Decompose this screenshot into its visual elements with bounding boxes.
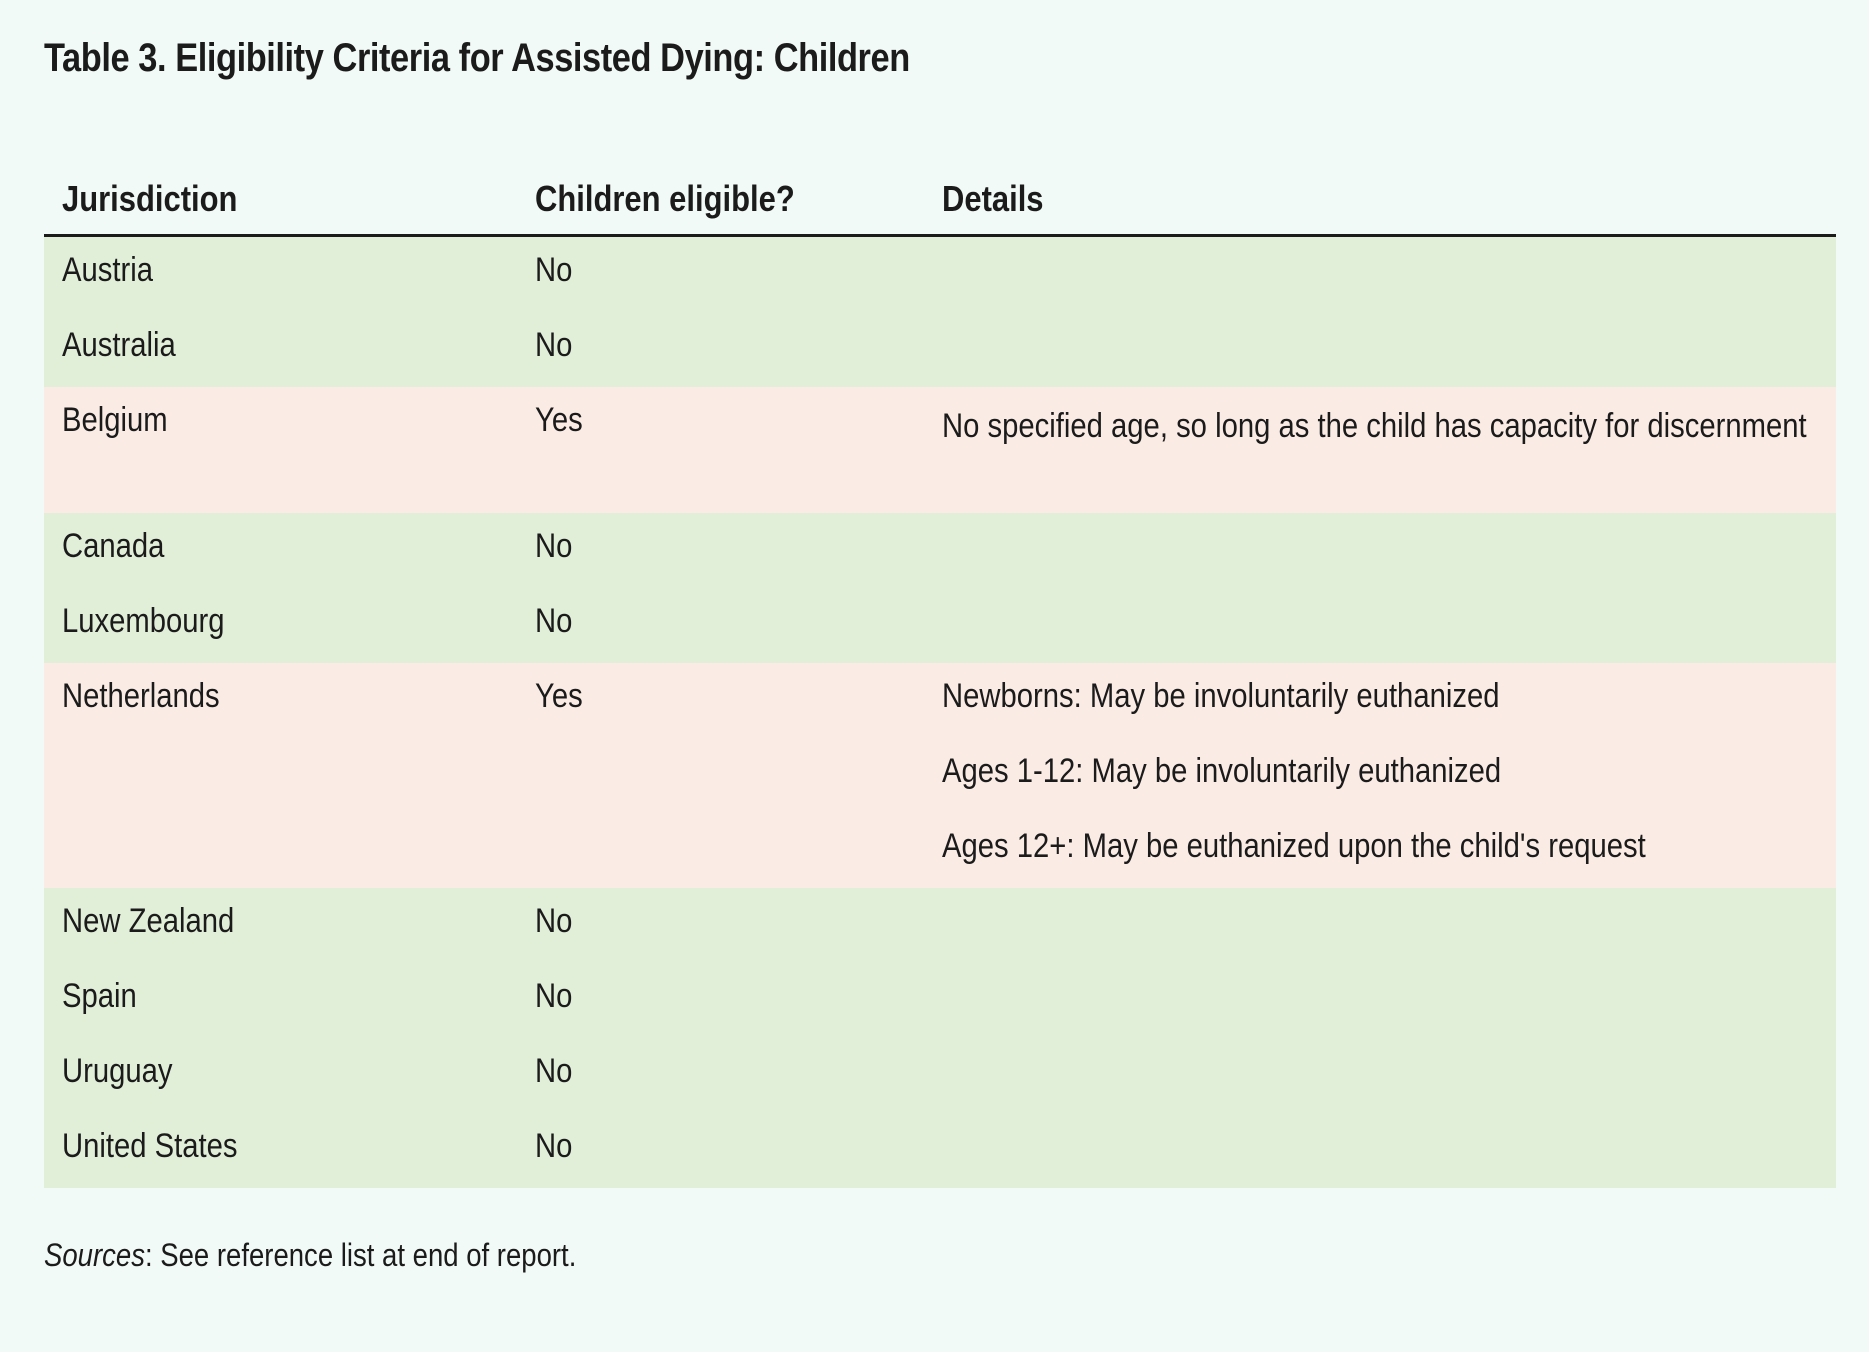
header-jurisdiction: Jurisdiction	[62, 178, 238, 219]
jurisdiction-cell: United States	[62, 1127, 238, 1165]
details-text: No specified age, so long as the child h…	[942, 407, 1807, 445]
eligible-cell: No	[535, 251, 573, 289]
details-cell: No specified age, so long as the child h…	[942, 401, 1822, 452]
table-row: Australia No	[44, 312, 1836, 387]
sources-label: Sources	[44, 1237, 145, 1273]
row-group: Austria No Australia No	[44, 237, 1836, 387]
jurisdiction-cell: Canada	[62, 527, 165, 565]
jurisdiction-cell: Austria	[62, 251, 154, 289]
sources-note: Sources: See reference list at end of re…	[44, 1237, 576, 1274]
eligible-cell: No	[535, 527, 573, 565]
table-row: Canada No	[44, 513, 1836, 588]
eligible-cell: No	[535, 602, 573, 640]
jurisdiction-cell: New Zealand	[62, 902, 235, 940]
details-line: Ages 12+: May be euthanized upon the chi…	[942, 827, 1646, 865]
jurisdiction-cell: Belgium	[62, 401, 168, 439]
details-line: Newborns: May be involuntarily euthanize…	[942, 677, 1500, 715]
row-group: New Zealand No Spain No Uruguay No Unite…	[44, 888, 1836, 1188]
table-header: Jurisdiction Children eligible? Details	[44, 168, 1836, 237]
sources-text: : See reference list at end of report.	[144, 1237, 577, 1273]
header-children-eligible: Children eligible?	[535, 178, 795, 219]
table-row: New Zealand No	[44, 888, 1836, 963]
eligible-cell: No	[535, 1052, 573, 1090]
eligibility-table: Jurisdiction Children eligible? Details …	[44, 168, 1836, 1188]
header-details: Details	[942, 178, 1044, 219]
row-group: Belgium Yes No specified age, so long as…	[44, 387, 1836, 513]
jurisdiction-cell: Luxembourg	[62, 602, 225, 640]
eligible-cell: Yes	[535, 677, 583, 715]
table-row: Belgium Yes No specified age, so long as…	[44, 387, 1836, 513]
eligible-cell: No	[535, 326, 573, 364]
row-group: Canada No Luxembourg No	[44, 513, 1836, 663]
table-row: Austria No	[44, 237, 1836, 312]
jurisdiction-cell: Spain	[62, 977, 137, 1015]
eligible-cell: No	[535, 902, 573, 940]
jurisdiction-cell: Australia	[62, 326, 176, 364]
table-row: Spain No	[44, 963, 1836, 1038]
table-row: Uruguay No	[44, 1038, 1836, 1113]
details-line: Ages 1-12: May be involuntarily euthaniz…	[942, 752, 1502, 790]
eligible-cell: No	[535, 1127, 573, 1165]
eligible-cell: No	[535, 977, 573, 1015]
table-row: Luxembourg No	[44, 588, 1836, 663]
table-row: Netherlands Yes Newborns: May be involun…	[44, 663, 1836, 888]
jurisdiction-cell: Uruguay	[62, 1052, 173, 1090]
table-title: Table 3. Eligibility Criteria for Assist…	[44, 36, 910, 80]
table-row: United States No	[44, 1113, 1836, 1188]
eligible-cell: Yes	[535, 401, 583, 439]
row-group: Netherlands Yes Newborns: May be involun…	[44, 663, 1836, 888]
jurisdiction-cell: Netherlands	[62, 677, 220, 715]
